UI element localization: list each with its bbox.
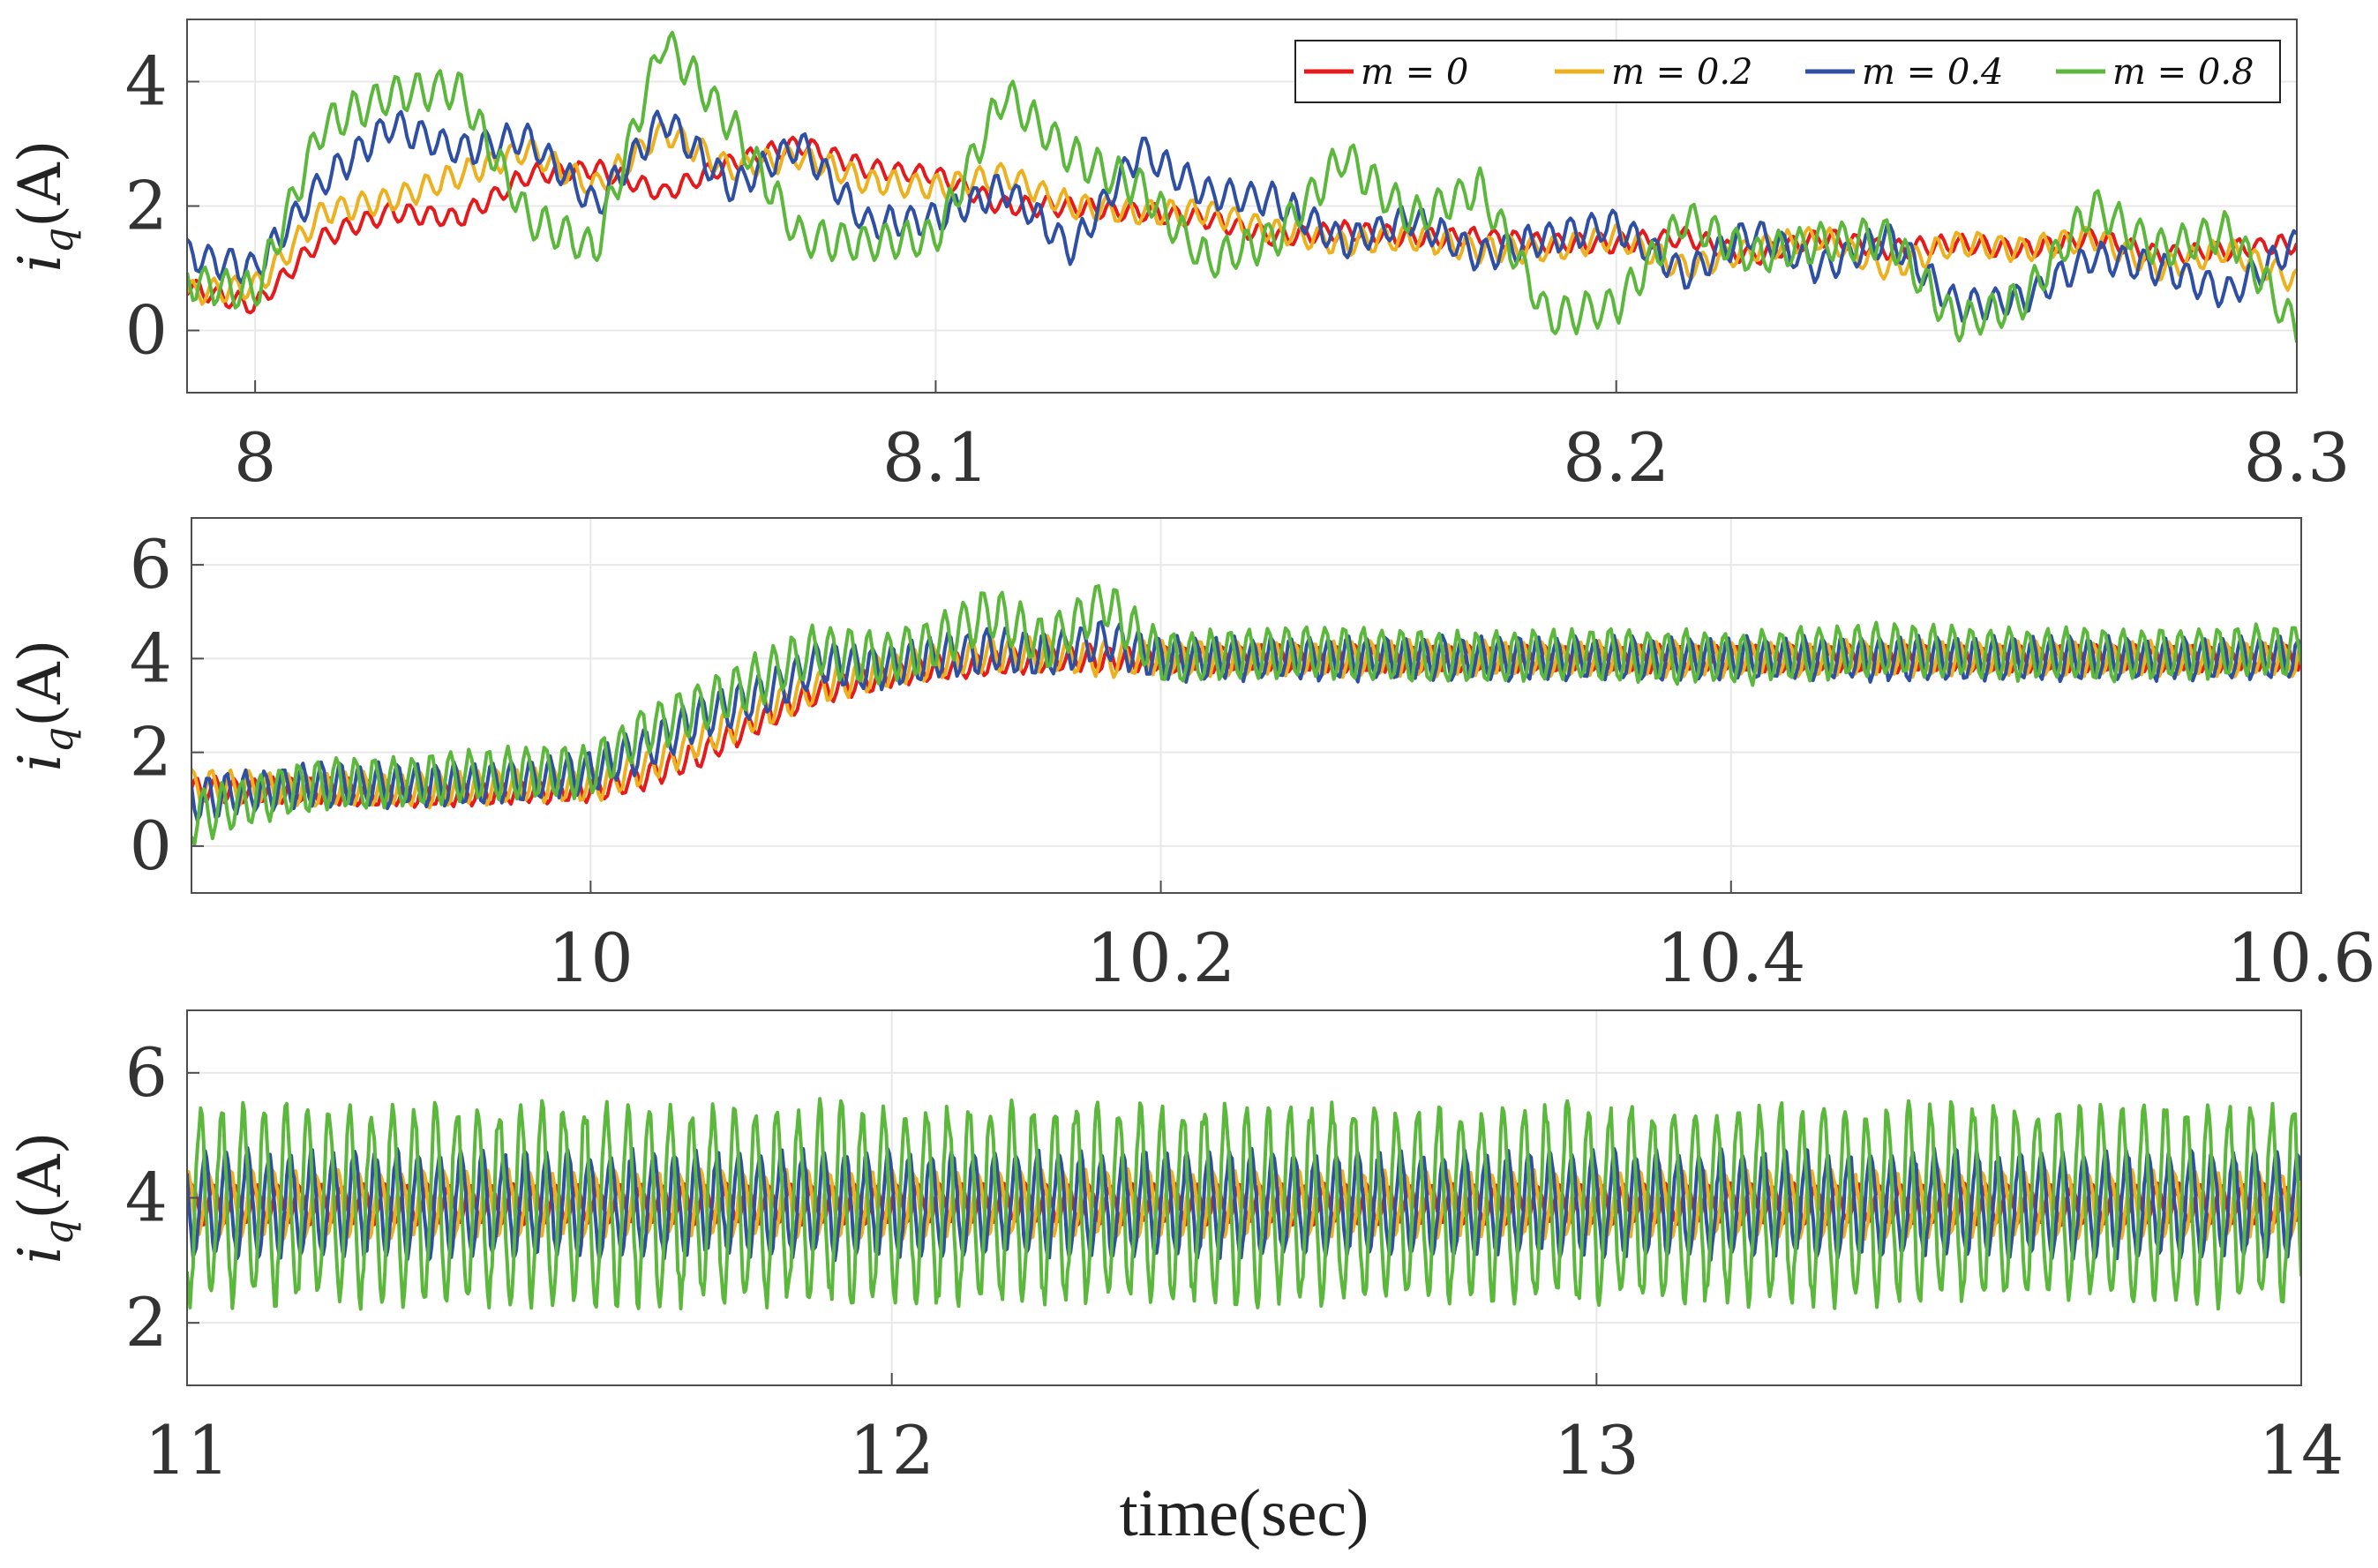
y-label-unit: (A) (6, 640, 74, 727)
legend-label: m = 0.2 (1611, 52, 1753, 93)
y-label-subscript: q (34, 1219, 82, 1245)
y-tick-label: 6 (125, 1033, 168, 1112)
legend-label: m = 0.4 (1862, 52, 2004, 93)
x-tick-label: 10.6 (2226, 919, 2375, 997)
y-tick-label: 0 (130, 807, 172, 885)
x-tick-label: 8 (234, 418, 276, 497)
x-tick-label: 8.1 (882, 418, 989, 497)
y-tick-label: 4 (125, 1159, 168, 1237)
chart-panel-3: 11 12 13 14 2 4 6 iq(A) time(sec) (6, 1009, 2344, 1550)
x-axis-label: time(sec) (1120, 1476, 1369, 1550)
series-group (191, 584, 2301, 846)
y-tick-label: 2 (130, 713, 172, 792)
x-tick-label: 8.3 (2244, 418, 2351, 497)
y-label-unit: (A) (6, 1132, 74, 1219)
y-tick-label: 6 (130, 525, 172, 604)
series-group (187, 30, 2297, 343)
x-tick-label: 11 (145, 1411, 230, 1489)
series-line-m-0-8 (187, 1097, 2301, 1311)
axes-box (191, 517, 2302, 894)
series-group (187, 1097, 2301, 1311)
y-label-base: i (6, 1245, 74, 1264)
y-tick-label: 4 (130, 619, 172, 697)
x-tick-label: 10.2 (1086, 919, 1235, 997)
y-label-subscript: q (34, 727, 82, 753)
series-line-m-0-8 (191, 584, 2301, 846)
y-tick-label: 2 (125, 1283, 168, 1362)
x-tick-label: 8.2 (1563, 418, 1669, 497)
plot-area (191, 518, 2301, 893)
legend: m = 0 m = 0.2 m = 0.4 m = 0.8 (1294, 40, 2281, 103)
x-tick-label: 12 (849, 1411, 934, 1489)
series-line-m-0-4 (191, 619, 2301, 822)
y-label-base: i (6, 753, 74, 771)
y-axis-label: iq(A) (6, 1132, 82, 1264)
x-tick-label: 13 (1554, 1411, 1639, 1489)
x-tick-label: 10.4 (1656, 919, 1805, 997)
legend-box (1294, 40, 2281, 103)
y-label-base: i (6, 253, 74, 272)
y-tick-label: 2 (125, 167, 168, 245)
y-label-unit: (A) (6, 140, 74, 228)
legend-label: m = 0 (1361, 52, 1468, 93)
x-tick-label: 14 (2259, 1411, 2344, 1489)
legend-label: m = 0.8 (2112, 52, 2254, 93)
y-tick-label: 0 (125, 291, 168, 370)
y-axis-label: iq(A) (6, 140, 82, 273)
chart-panel-2: 10 10.2 10.4 10.6 0 2 4 6 iq(A) (6, 517, 2376, 997)
x-tick-label: 10 (548, 919, 634, 997)
y-label-subscript: q (34, 228, 82, 253)
y-tick-label: 4 (125, 42, 168, 121)
y-axis-label: iq(A) (6, 640, 82, 772)
series-line-m-0-8 (187, 30, 2297, 343)
series-line-m-0-2 (187, 121, 2297, 306)
series-line-m-0-4 (187, 1145, 2301, 1263)
